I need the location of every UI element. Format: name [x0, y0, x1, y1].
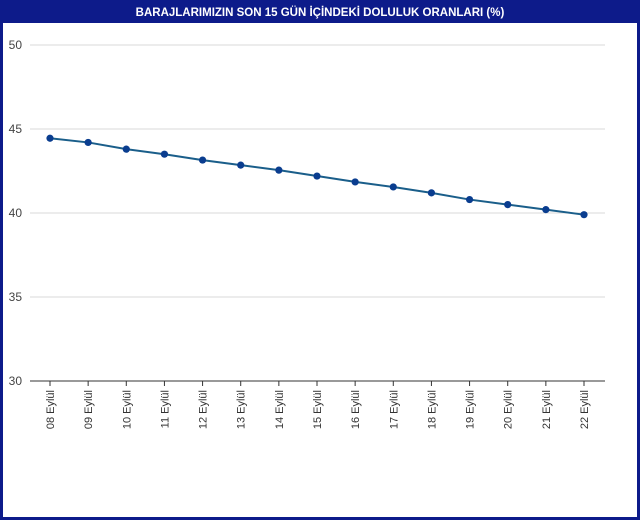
data-point-17-eylül[interactable]	[389, 183, 397, 191]
y-tick-label: 30	[9, 374, 23, 388]
x-tick-label: 13 Eylül	[236, 390, 248, 429]
data-point-14-eylül[interactable]	[275, 166, 283, 174]
y-tick-label: 45	[9, 122, 23, 136]
gridlines	[30, 44, 605, 382]
data-point-22-eylül[interactable]	[580, 211, 588, 219]
x-tick-label: 20 Eylül	[503, 390, 515, 429]
x-tick-label: 21 Eylül	[541, 390, 553, 429]
data-point-21-eylül[interactable]	[542, 206, 550, 214]
x-tick-label: 18 Eylül	[426, 390, 438, 429]
x-tick-label: 14 Eylül	[274, 390, 286, 429]
x-tick-label: 11 Eylül	[159, 390, 171, 428]
data-point-12-eylül[interactable]	[198, 156, 207, 164]
x-tick-label: 22 Eylül	[579, 390, 591, 429]
data-point-10-eylül[interactable]	[122, 145, 130, 153]
data-point-13-eylül[interactable]	[237, 161, 245, 169]
x-tick-label: 12 Eylül	[198, 390, 210, 429]
x-tick-label: 15 Eylül	[312, 390, 324, 429]
x-tick-label: 08 Eylül	[45, 390, 57, 429]
x-axis: 08 Eylül 09 Eylül 10 Eylül 11 Eylül 12 Eylül…	[30, 380, 605, 429]
x-tick-label: 09 Eylül	[83, 390, 95, 429]
data-point-11-eylül[interactable]	[160, 150, 169, 158]
y-tick-label: 40	[9, 206, 23, 220]
x-tick-label: 19 Eylül	[465, 390, 477, 429]
data-point-20-eylül[interactable]	[504, 201, 512, 209]
data-point-09-eylül[interactable]	[84, 138, 92, 147]
data-point-18-eylül[interactable]	[427, 189, 436, 197]
y-tick-label: 35	[9, 290, 23, 304]
series-layer	[46, 134, 588, 219]
data-point-19-eylül[interactable]	[465, 195, 474, 204]
x-tick-label: 16 Eylül	[350, 390, 362, 429]
data-point-15-eylül[interactable]	[313, 172, 321, 180]
data-point-08-eylül[interactable]	[46, 134, 54, 142]
x-tick-label: 10 Eylül	[121, 390, 133, 429]
y-tick-label: 50	[9, 38, 23, 52]
data-point-16-eylül[interactable]	[351, 178, 359, 186]
y-axis-ticks: 50 45 40 35 30	[9, 38, 23, 388]
chart-title: BARAJLARIMIZIN SON 15 GÜN İÇİNDEKİ DOLUL…	[3, 3, 637, 23]
x-tick-label: 17 Eylül	[388, 390, 400, 429]
